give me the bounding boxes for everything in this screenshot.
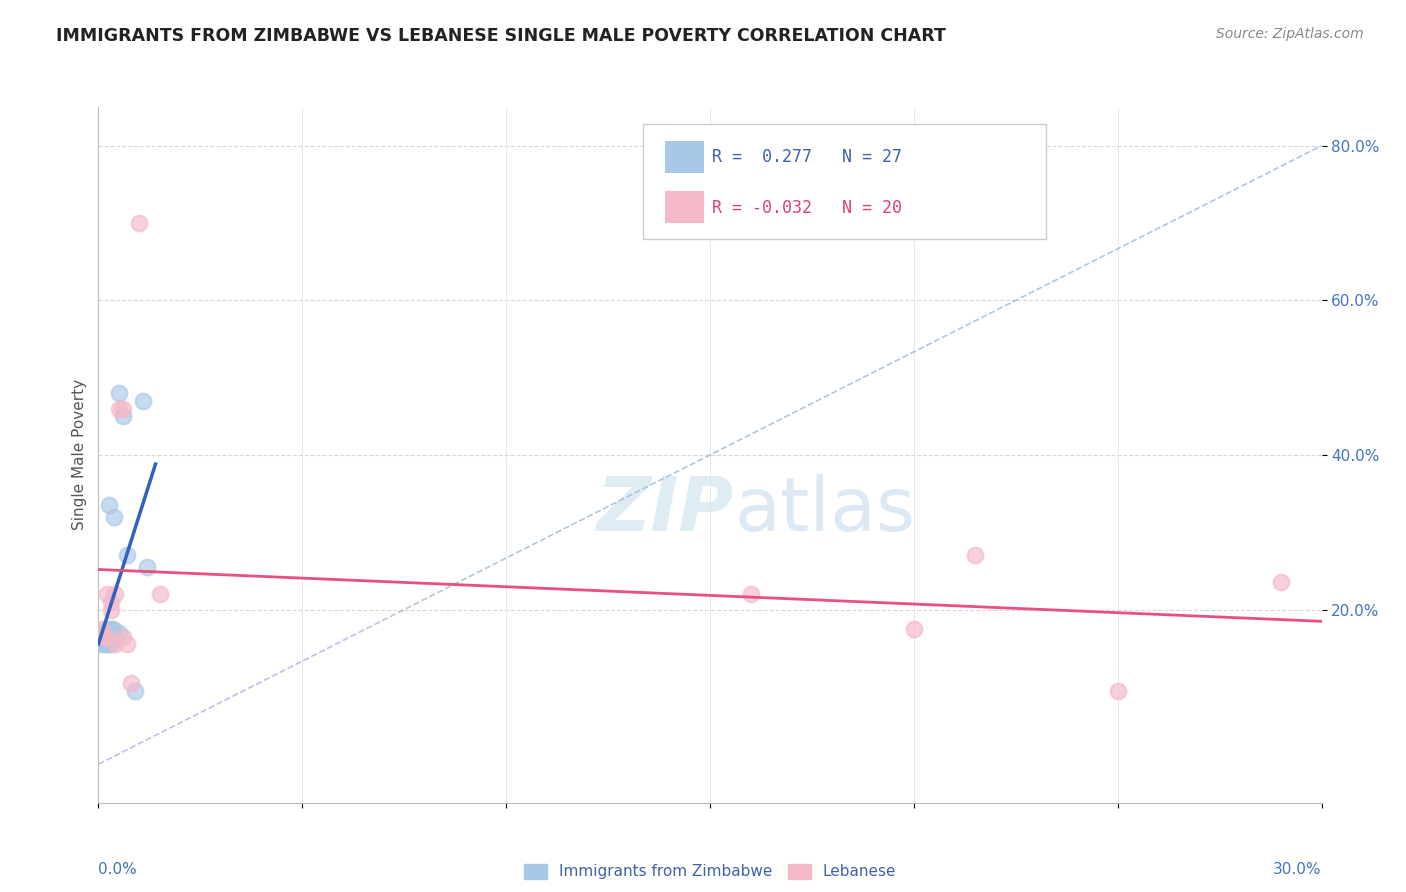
Point	[101, 622, 124, 636]
Point	[100, 622, 122, 636]
Point	[115, 549, 138, 563]
Point	[91, 633, 114, 648]
Point	[903, 622, 925, 636]
Point	[96, 630, 118, 644]
Point	[136, 560, 159, 574]
Point	[96, 637, 118, 651]
Point	[96, 630, 118, 644]
Text: IMMIGRANTS FROM ZIMBABWE VS LEBANESE SINGLE MALE POVERTY CORRELATION CHART: IMMIGRANTS FROM ZIMBABWE VS LEBANESE SIN…	[56, 27, 946, 45]
Point	[100, 595, 122, 609]
Point	[100, 602, 122, 616]
Point	[740, 587, 762, 601]
Text: R =  0.277   N = 27: R = 0.277 N = 27	[713, 148, 903, 166]
Text: atlas: atlas	[734, 474, 915, 547]
Y-axis label: Single Male Poverty: Single Male Poverty	[72, 379, 87, 531]
Point	[100, 630, 122, 644]
Point	[108, 625, 131, 640]
Point	[120, 676, 142, 690]
Point	[104, 637, 127, 651]
Point	[97, 498, 120, 512]
Point	[108, 401, 131, 416]
Point	[96, 633, 118, 648]
Point	[93, 630, 115, 644]
Point	[104, 587, 127, 601]
Point	[115, 637, 138, 651]
Point	[96, 622, 118, 636]
Point	[89, 630, 111, 644]
Point	[1270, 575, 1292, 590]
Point	[149, 587, 172, 601]
Point	[104, 630, 127, 644]
Text: 30.0%: 30.0%	[1274, 862, 1322, 877]
Text: 0.0%: 0.0%	[98, 862, 138, 877]
FancyBboxPatch shape	[643, 124, 1046, 239]
Text: Source: ZipAtlas.com: Source: ZipAtlas.com	[1216, 27, 1364, 41]
Legend: Immigrants from Zimbabwe, Lebanese: Immigrants from Zimbabwe, Lebanese	[517, 857, 903, 886]
Point	[965, 549, 987, 563]
Point	[89, 637, 111, 651]
Point	[100, 637, 122, 651]
Text: ZIP: ZIP	[598, 474, 734, 547]
Point	[91, 625, 114, 640]
Point	[111, 630, 134, 644]
Point	[90, 630, 112, 644]
Point	[97, 625, 120, 640]
Point	[108, 386, 131, 401]
Text: R = -0.032   N = 20: R = -0.032 N = 20	[713, 199, 903, 217]
Point	[93, 625, 115, 640]
Point	[91, 622, 114, 636]
Point	[124, 683, 146, 698]
Point	[103, 509, 125, 524]
Point	[128, 216, 150, 230]
Point	[93, 637, 115, 651]
Point	[91, 630, 114, 644]
Point	[96, 587, 118, 601]
Point	[111, 409, 134, 424]
FancyBboxPatch shape	[665, 141, 704, 173]
Point	[1107, 683, 1129, 698]
FancyBboxPatch shape	[665, 191, 704, 223]
Point	[132, 393, 155, 408]
Point	[111, 401, 134, 416]
